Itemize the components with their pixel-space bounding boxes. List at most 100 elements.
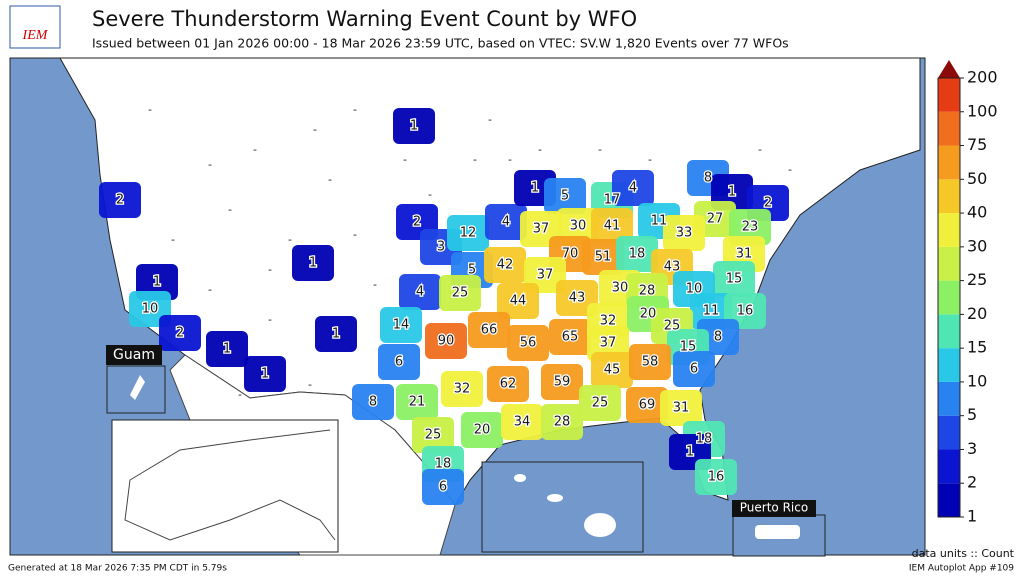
wfo-region xyxy=(396,384,438,420)
colorbar-tick-label: 5 xyxy=(967,405,977,424)
wfo-region xyxy=(544,178,586,214)
wfo-count-label: 4 xyxy=(502,215,510,230)
wfo-region xyxy=(579,385,621,421)
wfo-region xyxy=(441,371,483,407)
colorbar-tick-label: 3 xyxy=(967,439,977,458)
wfo-region xyxy=(393,108,435,144)
wfo-region xyxy=(673,351,715,387)
wfo-count-label: 43 xyxy=(569,291,586,306)
wfo-count-label: 25 xyxy=(592,396,609,411)
wfo-count-label: 33 xyxy=(676,226,693,241)
wfo-count-label: 69 xyxy=(639,398,656,413)
colorbar-over xyxy=(938,60,960,78)
wfo-count-label: 25 xyxy=(425,428,442,443)
zero-mark: - xyxy=(488,113,492,126)
zero-mark: - xyxy=(308,378,312,391)
wfo-count-label: 59 xyxy=(554,375,571,390)
wfo-count-label: 45 xyxy=(604,363,621,378)
colorbar-tick-label: 2 xyxy=(967,473,977,492)
zero-mark: - xyxy=(373,278,377,291)
zero-mark: - xyxy=(328,173,332,186)
wfo-region xyxy=(378,344,420,380)
zero-mark: - xyxy=(208,283,212,296)
wfo-region xyxy=(629,344,671,380)
wfo-count-label: 17 xyxy=(604,193,621,208)
colorbar-tick-label: 75 xyxy=(967,135,987,154)
wfo-region xyxy=(159,315,201,351)
zero-mark: - xyxy=(353,103,357,116)
wfo-region xyxy=(292,245,334,281)
wfo-region xyxy=(557,208,599,244)
wfo-region xyxy=(695,459,737,495)
zero-mark: - xyxy=(268,313,272,326)
wfo-count-label: 34 xyxy=(514,415,531,430)
wfo-count-label: 1 xyxy=(686,445,694,460)
wfo-count-label: 37 xyxy=(600,336,617,351)
wfo-count-label: 18 xyxy=(696,432,713,447)
wfo-count-label: 20 xyxy=(474,423,491,438)
zero-mark: - xyxy=(171,233,175,246)
wfo-region xyxy=(484,247,526,283)
colorbar-segment xyxy=(938,179,960,214)
wfo-region xyxy=(461,412,503,448)
footer-generated: Generated at 18 Mar 2026 7:35 PM CDT in … xyxy=(8,564,227,574)
zero-mark: - xyxy=(788,163,792,176)
logo-text: IEM xyxy=(22,28,49,43)
colorbar-segment xyxy=(938,348,960,382)
colorbar-segment xyxy=(938,213,960,247)
wfo-count-label: 31 xyxy=(736,247,753,262)
wfo-count-label: 42 xyxy=(497,258,514,273)
wfo-count-label: 15 xyxy=(726,272,743,287)
wfo-count-label: 16 xyxy=(737,304,754,319)
wfo-count-label: 25 xyxy=(664,319,681,334)
wfo-count-label: 6 xyxy=(395,355,403,370)
wfo-region xyxy=(439,275,481,311)
colorbar-tick-label: 30 xyxy=(967,236,987,255)
wfo-region xyxy=(501,404,543,440)
zero-mark: - xyxy=(253,143,257,156)
wfo-region xyxy=(485,204,527,240)
colorbar-tick-label: 1 xyxy=(967,507,977,526)
wfo-count-label: 2 xyxy=(176,326,184,341)
wfo-count-label: 37 xyxy=(537,268,554,283)
zero-mark: - xyxy=(428,188,432,201)
colorbar-tick-label: 50 xyxy=(967,169,987,188)
wfo-region xyxy=(447,215,489,251)
guam-inset xyxy=(106,365,166,414)
zero-mark: - xyxy=(508,153,512,166)
wfo-count-label: 27 xyxy=(707,212,724,227)
wfo-region xyxy=(422,469,464,505)
wfo-count-label: 58 xyxy=(642,355,659,370)
zero-mark: - xyxy=(313,123,317,136)
wfo-region xyxy=(497,283,539,319)
wfo-count-label: 2 xyxy=(413,215,421,230)
wfo-region xyxy=(541,404,583,440)
wfo-region xyxy=(626,387,668,423)
wfo-count-label: 8 xyxy=(369,395,377,410)
footer-units: data units :: Count xyxy=(912,547,1015,560)
wfo-count-label: 43 xyxy=(664,260,681,275)
colorbar-tick-label: 10 xyxy=(967,371,987,390)
zero-mark: - xyxy=(268,263,272,276)
wfo-region xyxy=(612,170,654,206)
zero-mark: - xyxy=(758,143,762,156)
wfo-count-label: 44 xyxy=(510,294,527,309)
wfo-count-label: 3 xyxy=(437,240,445,255)
wfo-count-label: 90 xyxy=(438,334,455,349)
colorbar-segment xyxy=(938,415,960,450)
wfo-count-label: 56 xyxy=(520,336,537,351)
wfo-count-label: 20 xyxy=(640,307,657,322)
wfo-count-label: 5 xyxy=(468,263,476,278)
wfo-region xyxy=(549,319,591,355)
colorbar-segment xyxy=(938,314,960,349)
zero-mark: - xyxy=(648,153,652,166)
wfo-count-label: 5 xyxy=(561,189,569,204)
footer-app: IEM Autoplot App #109 xyxy=(909,564,1014,574)
wfo-count-label: 30 xyxy=(612,281,629,296)
colorbar-segment xyxy=(938,381,960,416)
colorbar-tick-label: 20 xyxy=(967,304,987,323)
wfo-count-label: 31 xyxy=(673,401,690,416)
wfo-region xyxy=(507,325,549,361)
colorbar-segment xyxy=(938,78,960,112)
